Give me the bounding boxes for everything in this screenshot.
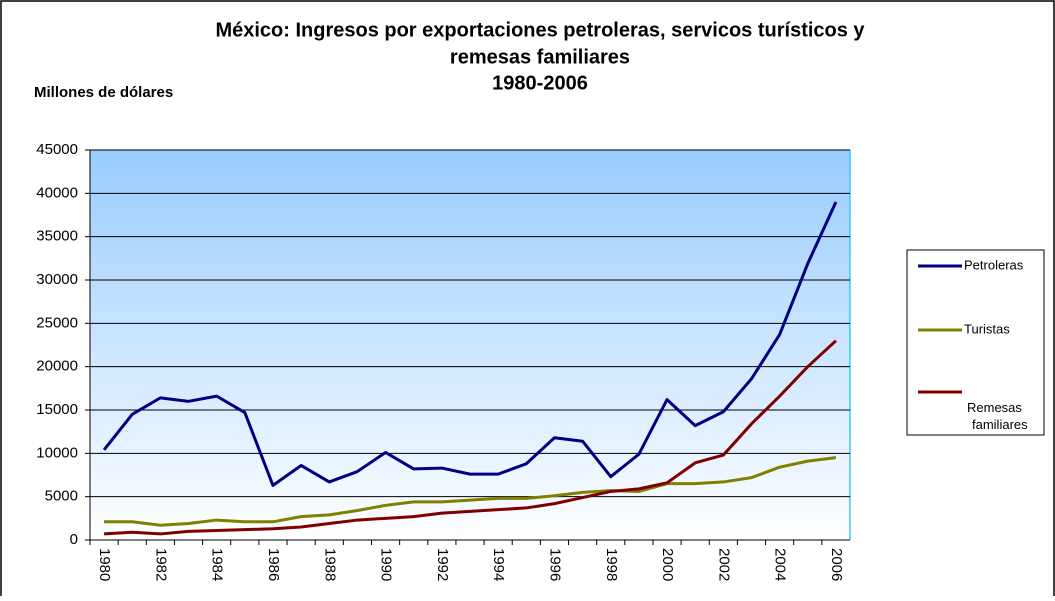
legend-label-line: Remesas [967, 400, 1026, 415]
y-tick-label: 15000 [36, 401, 78, 418]
x-tick-label: 2002 [715, 548, 732, 581]
legend-label: Petroleras [964, 257, 1024, 272]
x-tick-label: 2004 [772, 548, 789, 581]
x-tick-label: 1988 [321, 548, 338, 581]
legend-label: Remesas familiares [967, 400, 1028, 432]
y-tick-label: 5000 [45, 488, 78, 505]
y-tick-label: 40000 [36, 184, 78, 201]
x-tick-label: 1992 [434, 548, 451, 581]
chart-title: 1980-2006 [492, 72, 588, 94]
y-tick-label: 30000 [36, 271, 78, 288]
y-axis-label: Millones de dólares [34, 84, 173, 101]
y-tick-label: 45000 [36, 141, 78, 158]
x-tick-label: 1998 [603, 548, 620, 581]
legend-label: Turistas [964, 321, 1010, 336]
x-tick-label: 1984 [209, 548, 226, 581]
series-line [102, 201, 838, 487]
y-tick-label: 25000 [36, 314, 78, 331]
x-tick-label: 1996 [546, 548, 563, 581]
x-tick-label: 1982 [152, 548, 169, 581]
legend-box [906, 249, 1045, 436]
series-line [104, 456, 837, 527]
x-tick-label: 1990 [378, 548, 395, 581]
x-tick-label: 1986 [265, 548, 282, 581]
x-tick-label: 1980 [96, 548, 113, 581]
series-line [103, 339, 837, 536]
x-tick-label: 1994 [490, 548, 507, 581]
chart-title: remesas familiares [450, 46, 630, 68]
legend-label-line: familiares [972, 417, 1028, 432]
chart-title: México: Ingresos por exportaciones petro… [215, 19, 865, 41]
x-tick-label: 2000 [659, 548, 676, 581]
y-tick-label: 10000 [36, 444, 78, 461]
x-tick-label: 2006 [828, 548, 845, 581]
y-tick-label: 20000 [36, 358, 78, 375]
y-tick-label: 35000 [36, 228, 78, 245]
y-tick-label: 0 [70, 531, 78, 548]
